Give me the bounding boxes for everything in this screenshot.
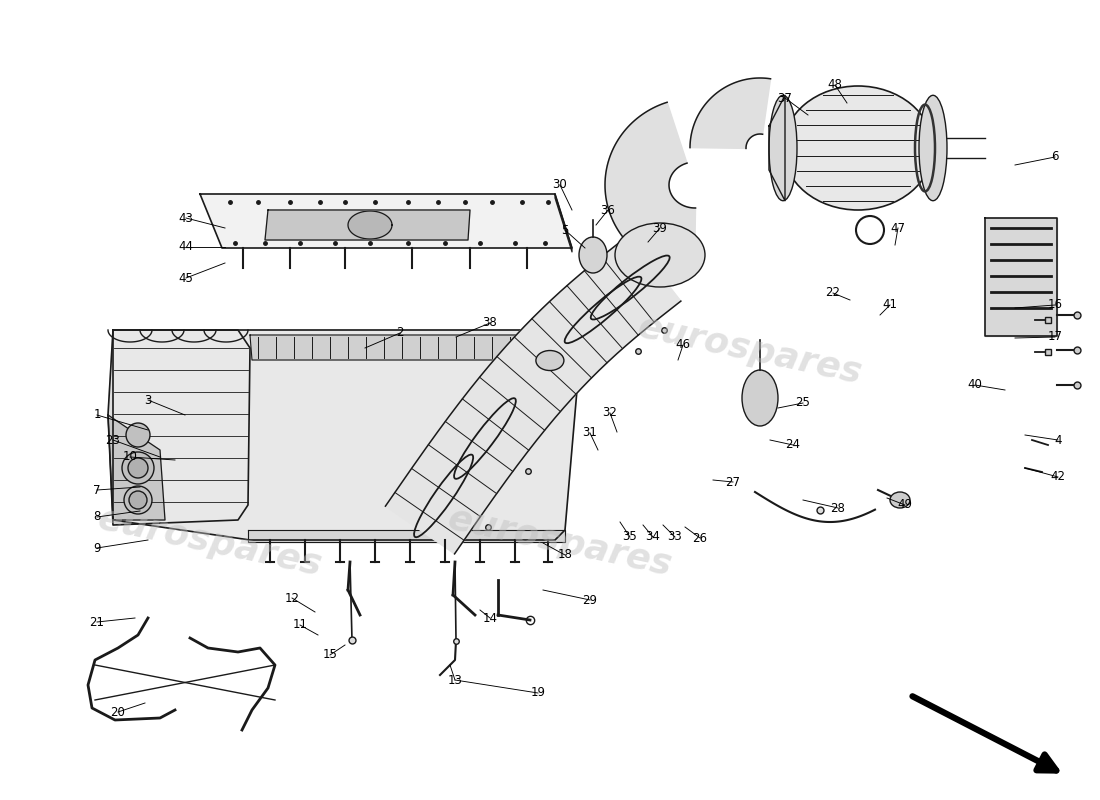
Text: 10: 10	[122, 450, 138, 463]
Text: 29: 29	[583, 594, 597, 606]
Text: 9: 9	[94, 542, 101, 554]
Text: 27: 27	[726, 475, 740, 489]
Text: 35: 35	[623, 530, 637, 543]
Polygon shape	[769, 95, 785, 201]
Text: 46: 46	[675, 338, 691, 351]
Ellipse shape	[769, 95, 798, 201]
Text: eurospares: eurospares	[635, 310, 866, 390]
Ellipse shape	[742, 370, 778, 426]
Ellipse shape	[615, 223, 705, 287]
Polygon shape	[385, 235, 681, 554]
Text: 13: 13	[448, 674, 462, 686]
Text: 19: 19	[530, 686, 546, 699]
Text: 12: 12	[285, 591, 299, 605]
Polygon shape	[348, 211, 392, 239]
Ellipse shape	[122, 452, 154, 484]
Text: 23: 23	[106, 434, 120, 446]
Text: 14: 14	[483, 611, 497, 625]
Ellipse shape	[536, 350, 564, 370]
Text: 6: 6	[1052, 150, 1058, 163]
Text: eurospares: eurospares	[444, 502, 675, 582]
Text: 2: 2	[396, 326, 404, 339]
Ellipse shape	[129, 491, 147, 509]
Text: 31: 31	[583, 426, 597, 439]
Text: 42: 42	[1050, 470, 1066, 483]
Text: 17: 17	[1047, 330, 1063, 343]
Text: 8: 8	[94, 510, 101, 523]
Text: 22: 22	[825, 286, 840, 299]
Polygon shape	[690, 78, 770, 149]
Text: 37: 37	[778, 91, 792, 105]
Text: 25: 25	[795, 397, 811, 410]
Polygon shape	[200, 194, 572, 248]
Text: 43: 43	[178, 211, 194, 225]
Text: 40: 40	[968, 378, 982, 391]
Polygon shape	[556, 194, 572, 252]
Text: 11: 11	[293, 618, 308, 631]
Text: 18: 18	[558, 549, 572, 562]
Text: eurospares: eurospares	[95, 502, 326, 582]
Text: 38: 38	[483, 317, 497, 330]
Text: 15: 15	[322, 649, 338, 662]
Polygon shape	[250, 335, 562, 360]
Text: 3: 3	[144, 394, 152, 406]
Polygon shape	[984, 218, 1057, 336]
Text: 26: 26	[693, 531, 707, 545]
Text: 32: 32	[603, 406, 617, 419]
Text: 1: 1	[94, 409, 101, 422]
Text: 30: 30	[552, 178, 568, 191]
Text: 28: 28	[830, 502, 846, 514]
Text: 41: 41	[882, 298, 898, 311]
Text: 47: 47	[891, 222, 905, 234]
Ellipse shape	[128, 458, 148, 478]
Ellipse shape	[579, 237, 607, 273]
Ellipse shape	[126, 423, 150, 447]
Polygon shape	[108, 415, 165, 520]
Polygon shape	[113, 330, 580, 540]
Ellipse shape	[918, 95, 947, 201]
Text: 24: 24	[785, 438, 801, 451]
Text: 5: 5	[561, 223, 569, 237]
Ellipse shape	[783, 86, 933, 210]
Text: 48: 48	[827, 78, 843, 91]
Text: 45: 45	[178, 271, 194, 285]
Polygon shape	[265, 210, 470, 240]
Text: 33: 33	[668, 530, 682, 543]
Text: 34: 34	[646, 530, 660, 543]
Ellipse shape	[890, 492, 910, 508]
Polygon shape	[248, 530, 565, 542]
Text: 7: 7	[94, 483, 101, 497]
Text: 44: 44	[178, 241, 194, 254]
Text: 4: 4	[1054, 434, 1062, 446]
Text: 36: 36	[601, 203, 615, 217]
Text: 16: 16	[1047, 298, 1063, 311]
Ellipse shape	[124, 486, 152, 514]
Polygon shape	[605, 102, 695, 272]
Text: 49: 49	[898, 498, 913, 511]
Polygon shape	[108, 330, 250, 525]
Text: 39: 39	[652, 222, 668, 234]
Text: 21: 21	[89, 615, 104, 629]
Text: 20: 20	[111, 706, 125, 718]
